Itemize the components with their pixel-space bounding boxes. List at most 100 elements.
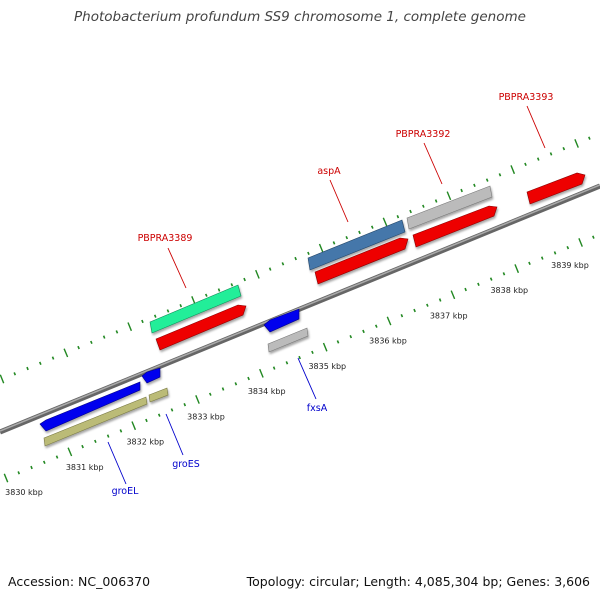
minor-tick	[426, 303, 429, 307]
gene-arrow-aspA[interactable]	[314, 237, 409, 285]
gene-label-fxsA[interactable]: fxsA	[307, 403, 328, 414]
minor-tick	[221, 387, 225, 391]
gene-label-PBPRA3389[interactable]: PBPRA3389	[138, 233, 193, 244]
minor-tick	[374, 324, 378, 328]
major-tick	[131, 421, 137, 431]
minor-tick	[179, 304, 183, 308]
leader-line-groES	[165, 413, 184, 456]
major-tick	[0, 374, 5, 384]
chromosome-backbone-highlight	[0, 184, 600, 432]
minor-tick	[588, 136, 591, 140]
major-tick	[574, 139, 579, 148]
minor-tick	[502, 272, 506, 276]
minor-tick	[183, 403, 187, 407]
gene-label-groES[interactable]: groES	[172, 459, 200, 470]
feature-track-reverse-2	[148, 387, 169, 403]
minor-tick	[592, 235, 595, 239]
accession-text: Accession: NC_006370	[8, 574, 151, 589]
minor-tick	[409, 209, 412, 214]
feature-track-forward-3	[406, 185, 493, 230]
minor-tick	[294, 256, 297, 261]
minor-tick	[540, 256, 544, 260]
minor-tick	[51, 356, 55, 360]
scale-label: 3837 kbp	[430, 311, 468, 320]
minor-tick	[90, 340, 93, 345]
minor-tick	[345, 235, 349, 240]
minor-tick	[524, 162, 527, 167]
minor-tick	[553, 251, 557, 255]
minor-tick	[234, 382, 238, 386]
inner-tick-ruler	[3, 235, 595, 483]
major-tick	[382, 217, 388, 227]
scale-label: 3833 kbp	[187, 412, 225, 421]
minor-tick	[30, 465, 33, 470]
chromosome-backbone	[0, 183, 600, 435]
minor-tick	[141, 319, 144, 324]
minor-tick	[243, 277, 246, 282]
major-tick	[259, 368, 264, 378]
minor-tick	[434, 199, 438, 203]
major-tick	[322, 342, 328, 352]
gene-label-groEL[interactable]: groEL	[112, 486, 140, 497]
minor-tick	[485, 178, 489, 182]
minor-tick	[170, 408, 174, 412]
gene-leader-lines	[107, 105, 546, 485]
minor-tick	[247, 376, 250, 381]
scale-label: 3832 kbp	[126, 438, 164, 447]
gene-arrow-groES[interactable]	[141, 367, 161, 384]
major-tick	[3, 473, 9, 483]
minor-tick	[153, 314, 157, 318]
minor-tick	[349, 334, 353, 339]
minor-tick	[26, 366, 29, 371]
major-tick	[514, 264, 520, 274]
minor-tick	[498, 173, 502, 177]
gene-arrow-fxsA[interactable]	[263, 308, 300, 333]
minor-tick	[460, 188, 463, 193]
outer-tick-ruler	[0, 136, 591, 384]
leader-line-PBPRA3392	[423, 142, 443, 185]
minor-tick	[268, 267, 272, 271]
major-tick	[578, 238, 583, 247]
feature-track-reverse-3	[267, 327, 309, 353]
minor-tick	[422, 204, 425, 208]
minor-tick	[336, 340, 340, 344]
minor-tick	[166, 309, 170, 313]
gene-label-PBPRA3393[interactable]: PBPRA3393	[499, 92, 554, 103]
minor-tick	[204, 293, 208, 297]
scale-label: 3830 kbp	[5, 488, 43, 497]
minor-tick	[477, 282, 480, 286]
gene-arrow-PBPRA3392[interactable]	[412, 205, 498, 248]
scale-label: 3835 kbp	[308, 362, 346, 371]
leader-line-groEL	[107, 441, 127, 485]
minor-tick	[230, 283, 234, 287]
minor-tick	[119, 429, 123, 433]
gene-arrow-PBPRA3389[interactable]	[155, 304, 247, 351]
minor-tick	[413, 308, 416, 313]
minor-tick	[307, 251, 310, 256]
scale-label: 3839 kbp	[551, 261, 589, 270]
minor-tick	[489, 277, 493, 281]
minor-tick	[362, 329, 365, 334]
minor-tick	[396, 215, 400, 219]
feature-track-reverse-1	[43, 396, 148, 447]
gene-arrow-groEL[interactable]	[39, 381, 141, 432]
minor-tick	[55, 455, 59, 459]
minor-tick	[208, 392, 212, 396]
scale-label: 3838 kbp	[490, 286, 528, 295]
major-tick	[318, 243, 324, 253]
leader-line-aspA	[329, 179, 349, 223]
feature-track-forward-2	[307, 219, 406, 271]
gene-label-PBPRA3392[interactable]: PBPRA3392	[396, 129, 451, 140]
minor-tick	[536, 157, 540, 161]
scale-label: 3836 kbp	[369, 337, 407, 346]
gene-arrow-PBPRA3393[interactable]	[526, 172, 586, 205]
gene-label-aspA[interactable]: aspA	[317, 166, 341, 177]
scale-label: 3834 kbp	[248, 387, 286, 396]
minor-tick	[42, 460, 46, 465]
minor-tick	[332, 241, 336, 245]
major-tick	[446, 191, 452, 201]
scale-labels: 3830 kbp 3831 kbp 3832 kbp 3833 kbp 3834 kbp…	[5, 261, 589, 497]
minor-tick	[473, 183, 476, 187]
